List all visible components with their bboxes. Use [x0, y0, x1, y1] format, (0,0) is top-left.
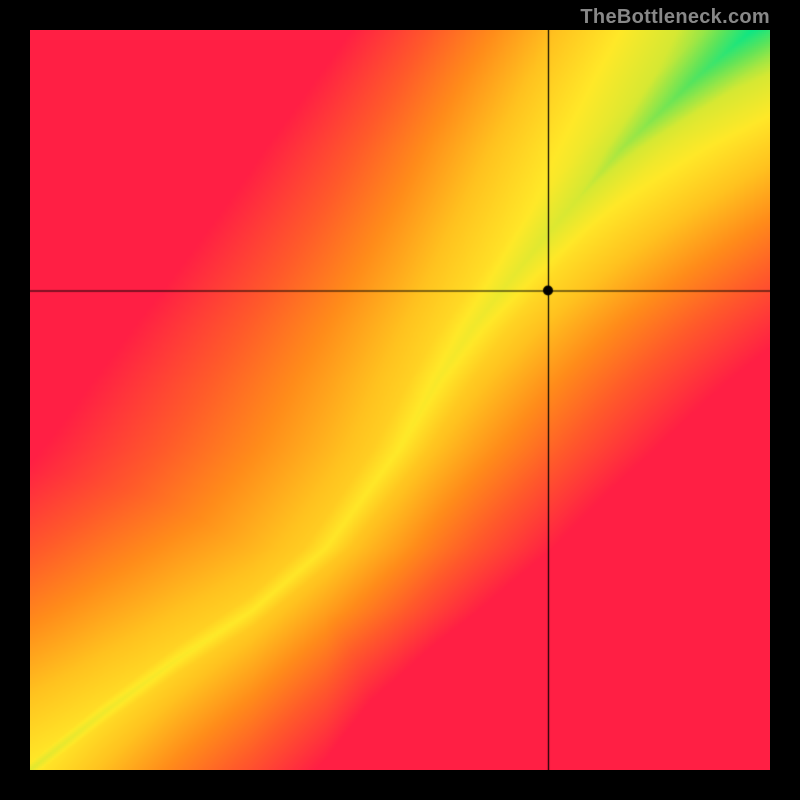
heatmap-plot	[30, 30, 770, 770]
watermark-text: TheBottleneck.com	[580, 6, 770, 29]
chart-container: TheBottleneck.com	[0, 0, 800, 800]
heatmap-canvas	[30, 30, 770, 770]
